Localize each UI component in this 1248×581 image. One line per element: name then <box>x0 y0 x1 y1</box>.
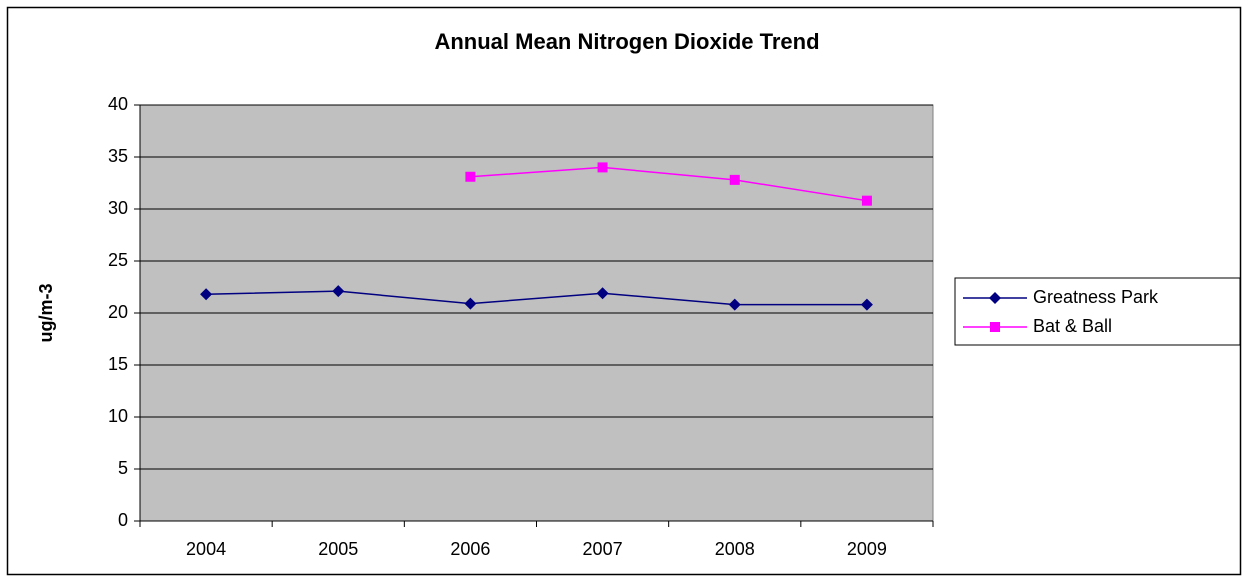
x-tick-label: 2007 <box>583 539 623 559</box>
y-tick-label: 0 <box>118 510 128 530</box>
marker <box>464 297 477 310</box>
x-tick-label: 2008 <box>715 539 755 559</box>
marker <box>596 287 609 300</box>
x-tick-label: 2006 <box>450 539 490 559</box>
marker <box>597 162 608 173</box>
y-tick-label: 25 <box>108 250 128 270</box>
x-tick-label: 2004 <box>186 539 226 559</box>
y-tick-label: 10 <box>108 406 128 426</box>
y-tick-label: 20 <box>108 302 128 322</box>
legend-label: Greatness Park <box>1033 287 1159 307</box>
marker <box>465 171 476 182</box>
marker <box>728 298 741 311</box>
marker <box>861 195 872 206</box>
x-tick-label: 2005 <box>318 539 358 559</box>
marker <box>729 174 740 185</box>
y-tick-label: 5 <box>118 458 128 478</box>
y-tick-label: 40 <box>108 94 128 114</box>
y-tick-label: 15 <box>108 354 128 374</box>
y-tick-label: 35 <box>108 146 128 166</box>
legend-marker <box>990 322 1000 332</box>
marker <box>860 298 873 311</box>
series-line <box>206 290 867 306</box>
legend-box <box>954 277 1241 346</box>
marker <box>332 285 345 298</box>
legend-label: Bat & Ball <box>1033 316 1112 336</box>
y-tick-label: 30 <box>108 198 128 218</box>
marker <box>200 288 213 301</box>
chart-title: Annual Mean Nitrogen Dioxide Trend <box>434 29 819 54</box>
x-tick-label: 2009 <box>847 539 887 559</box>
series-line <box>470 166 868 202</box>
y-axis-label: ug/m-3 <box>36 283 56 342</box>
legend-marker <box>989 292 1001 304</box>
